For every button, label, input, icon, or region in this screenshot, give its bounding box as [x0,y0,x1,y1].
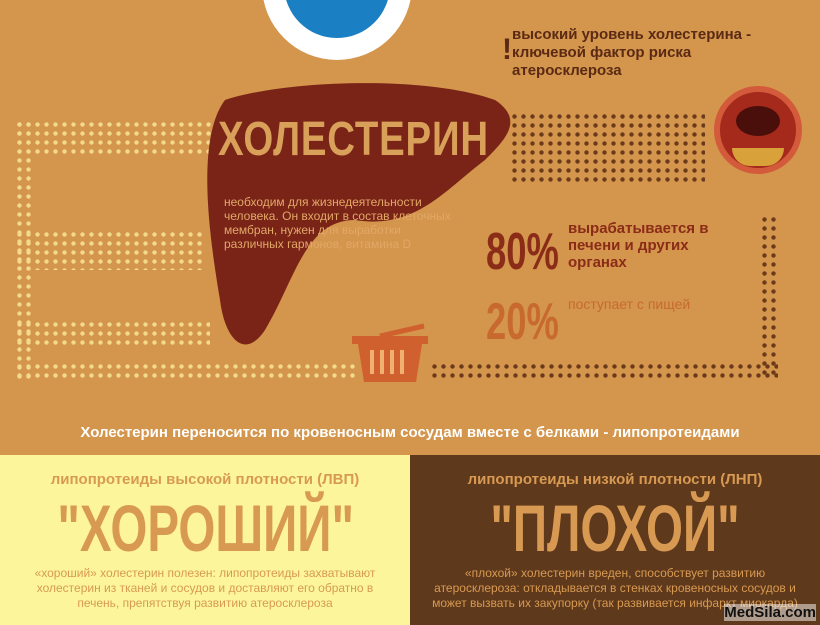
bad-heading: липопротеиды низкой плотности (ЛНП) [467,471,763,488]
stat-20-value: 20% [486,293,559,351]
arrow-bottom-dots [15,362,355,380]
liver-shape [207,83,511,345]
arrow-to-vessel-dots [510,112,705,182]
arrow-return-vertical-dots [760,215,778,375]
arrow-top-dots [15,120,215,156]
good-cholesterol-panel: липопротеиды высокой плотности (ЛВП) "ХО… [0,455,410,625]
liver-description: необходим для жизнедеятельности человека… [224,195,451,251]
stat-20-text: поступает с пищей [568,296,691,312]
basket-icon [352,323,428,382]
bad-label: "ПЛОХОЙ" [490,491,740,565]
good-heading: липопротеиды высокой плотности (ЛВП) [50,471,360,488]
blood-vessel-icon [714,86,802,174]
arrow-return-bottom-dots [430,362,778,380]
arrow-lower-dots [15,320,210,348]
watermark: MedSila.com [724,604,816,621]
warning-icon: ! [502,33,512,66]
bad-description: «плохой» холестерин вреден, способствует… [432,566,798,610]
plaque-icon [732,148,784,166]
warning-text: высокий уровень холестерина - ключевой ф… [512,26,752,79]
stat-80-value: 80% [486,223,559,281]
logo-circle [262,0,412,60]
stat-80-text: вырабатывается в печени и других органах [568,220,709,271]
arrow-middle-dots [15,230,205,270]
subtitle: Холестерин переносится по кровеносным со… [80,424,740,441]
good-label: "ХОРОШИЙ" [57,491,354,565]
liver-title: ХОЛЕСТЕРИН [218,113,489,166]
bad-cholesterol-panel: липопротеиды низкой плотности (ЛНП) "ПЛО… [410,455,820,625]
good-description: «хороший» холестерин полезен: липопротеи… [34,566,376,610]
